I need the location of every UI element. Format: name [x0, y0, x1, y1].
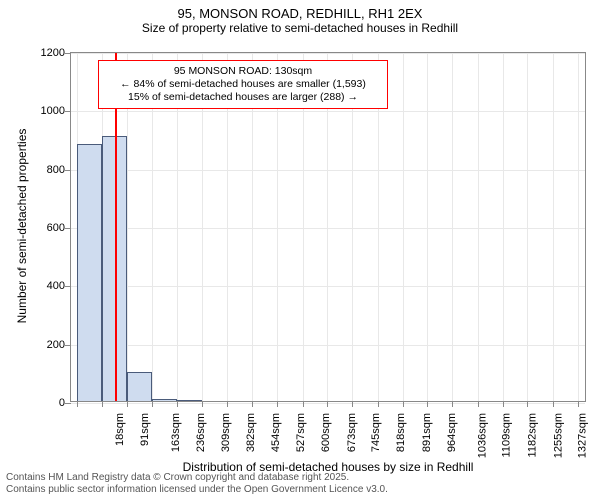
y-tick-label: 1200	[5, 47, 65, 59]
x-tick-label: 891sqm	[421, 413, 433, 452]
x-tick-label: 236sqm	[195, 413, 207, 452]
annotation-line: 15% of semi-detached houses are larger (…	[103, 91, 383, 104]
x-tick-label: 964sqm	[446, 413, 458, 452]
x-tick-label: 1255sqm	[552, 413, 564, 458]
y-tick-mark	[65, 286, 71, 287]
grid-line-x	[553, 53, 554, 401]
footer: Contains HM Land Registry data © Crown c…	[6, 472, 388, 496]
x-tick-label: 1036sqm	[477, 413, 489, 458]
annotation-box: 95 MONSON ROAD: 130sqm← 84% of semi-deta…	[98, 60, 388, 109]
grid-line-x	[478, 53, 479, 401]
y-tick-label: 800	[5, 164, 65, 176]
x-tick-mark	[452, 401, 453, 407]
x-tick-label: 527sqm	[295, 413, 307, 452]
x-tick-mark	[527, 401, 528, 407]
footer-line1: Contains HM Land Registry data © Crown c…	[6, 472, 388, 484]
y-axis-label: Number of semi-detached properties	[15, 51, 29, 401]
x-tick-mark	[578, 401, 579, 407]
footer-line2: Contains public sector information licen…	[6, 484, 388, 496]
x-tick-label: 454sqm	[270, 413, 282, 452]
chart-title-main: 95, MONSON ROAD, REDHILL, RH1 2EX	[0, 6, 600, 21]
annotation-line: ← 84% of semi-detached houses are smalle…	[103, 78, 383, 91]
grid-line-x	[527, 53, 528, 401]
chart-title-sub: Size of property relative to semi-detach…	[0, 21, 600, 35]
y-tick-label: 600	[5, 222, 65, 234]
x-tick-mark	[427, 401, 428, 407]
x-tick-label: 382sqm	[246, 413, 258, 452]
y-tick-label: 400	[5, 280, 65, 292]
y-tick-mark	[65, 345, 71, 346]
grid-line-x	[427, 53, 428, 401]
x-tick-label: 309sqm	[220, 413, 232, 452]
x-tick-label: 673sqm	[346, 413, 358, 452]
x-tick-mark	[378, 401, 379, 407]
x-tick-mark	[352, 401, 353, 407]
x-tick-mark	[403, 401, 404, 407]
histogram-bar	[127, 372, 152, 401]
x-tick-label: 163sqm	[170, 413, 182, 452]
x-tick-label: 745sqm	[370, 413, 382, 452]
x-tick-mark	[277, 401, 278, 407]
grid-line-x	[578, 53, 579, 401]
x-tick-label: 1182sqm	[526, 413, 538, 457]
y-tick-label: 0	[5, 397, 65, 409]
x-tick-mark	[77, 401, 78, 407]
x-tick-mark	[553, 401, 554, 407]
y-tick-mark	[65, 228, 71, 229]
x-tick-label: 818sqm	[396, 413, 408, 452]
x-tick-mark	[177, 401, 178, 407]
y-tick-mark	[65, 111, 71, 112]
y-tick-mark	[65, 170, 71, 171]
annotation-line: 95 MONSON ROAD: 130sqm	[103, 65, 383, 78]
y-tick-mark	[65, 53, 71, 54]
chart-title-block: 95, MONSON ROAD, REDHILL, RH1 2EX Size o…	[0, 0, 600, 35]
y-tick-label: 1000	[5, 105, 65, 117]
x-tick-label: 1327sqm	[577, 413, 589, 458]
x-tick-mark	[503, 401, 504, 407]
x-tick-mark	[202, 401, 203, 407]
x-tick-mark	[303, 401, 304, 407]
x-tick-mark	[102, 401, 103, 407]
x-tick-label: 1109sqm	[501, 413, 513, 457]
y-tick-mark	[65, 403, 71, 404]
histogram-bar	[152, 399, 177, 401]
x-tick-mark	[127, 401, 128, 407]
x-tick-label: 91sqm	[139, 413, 151, 446]
histogram-bar	[177, 400, 202, 401]
grid-line-x	[452, 53, 453, 401]
y-tick-label: 200	[5, 339, 65, 351]
histogram-bar	[77, 144, 102, 401]
x-tick-mark	[327, 401, 328, 407]
x-tick-mark	[252, 401, 253, 407]
x-tick-label: 18sqm	[114, 413, 126, 446]
x-tick-mark	[152, 401, 153, 407]
x-tick-mark	[478, 401, 479, 407]
x-tick-mark	[227, 401, 228, 407]
grid-line-x	[403, 53, 404, 401]
grid-line-x	[503, 53, 504, 401]
x-tick-label: 600sqm	[321, 413, 333, 452]
